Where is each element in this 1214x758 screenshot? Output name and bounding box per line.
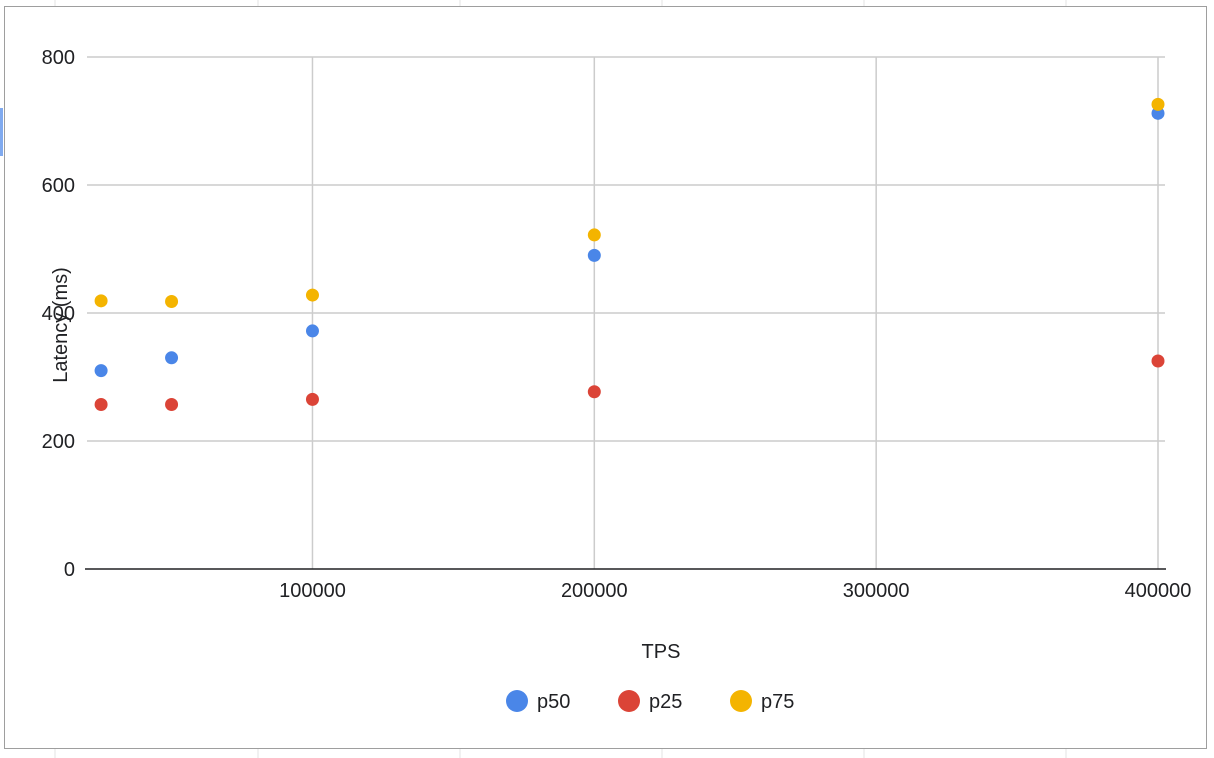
data-points [94,97,1165,412]
scatter-chart: 0 200 400 600 800 100000 200000 300000 400000 TP… [42,47,1192,713]
data-point-p50[interactable] [305,324,319,338]
data-point-p50[interactable] [587,248,601,262]
legend-item-p75[interactable]: p75 [730,690,794,713]
data-point-p75[interactable] [587,228,601,242]
data-point-p75[interactable] [94,294,108,308]
x-tick-label: 400000 [1125,580,1192,602]
legend-item-p50[interactable]: p50 [506,690,570,713]
y-tick-label: 200 [42,431,75,453]
y-axis-title: Latency (ms) [50,267,72,383]
selection-handle [0,108,3,156]
legend-label-p50: p50 [537,691,570,713]
x-tick-label: 200000 [561,580,628,602]
x-tick-label: 100000 [279,580,346,602]
y-tick-label: 0 [64,559,75,581]
tick-labels: 0 200 400 600 800 100000 200000 300000 400000 [42,47,1192,602]
y-tick-label: 400 [42,303,75,325]
y-tick-label: 800 [42,47,75,69]
data-point-p25[interactable] [1151,354,1165,368]
data-point-p25[interactable] [305,392,319,406]
legend-label-p25: p25 [649,691,682,713]
data-point-p75[interactable] [1151,97,1165,111]
legend-marker-p25 [618,690,640,712]
data-point-p50[interactable] [94,364,108,378]
x-tick-label: 300000 [843,580,910,602]
gridlines [87,56,1165,569]
legend-marker-p50 [506,690,528,712]
data-point-p25[interactable] [587,385,601,399]
data-point-p25[interactable] [165,398,179,412]
legend-label-p75: p75 [761,691,794,713]
chart-container[interactable]: 0 200 400 600 800 100000 200000 300000 400000 TP… [4,6,1207,749]
data-point-p75[interactable] [165,294,179,308]
y-tick-label: 600 [42,175,75,197]
legend: p50 p25 p75 [506,690,794,713]
data-point-p75[interactable] [305,288,319,302]
data-point-p50[interactable] [1151,106,1165,120]
x-axis-title: TPS [642,641,681,663]
data-point-p25[interactable] [94,398,108,412]
legend-item-p25[interactable]: p25 [618,690,682,713]
legend-marker-p75 [730,690,752,712]
data-point-p50[interactable] [165,351,179,365]
